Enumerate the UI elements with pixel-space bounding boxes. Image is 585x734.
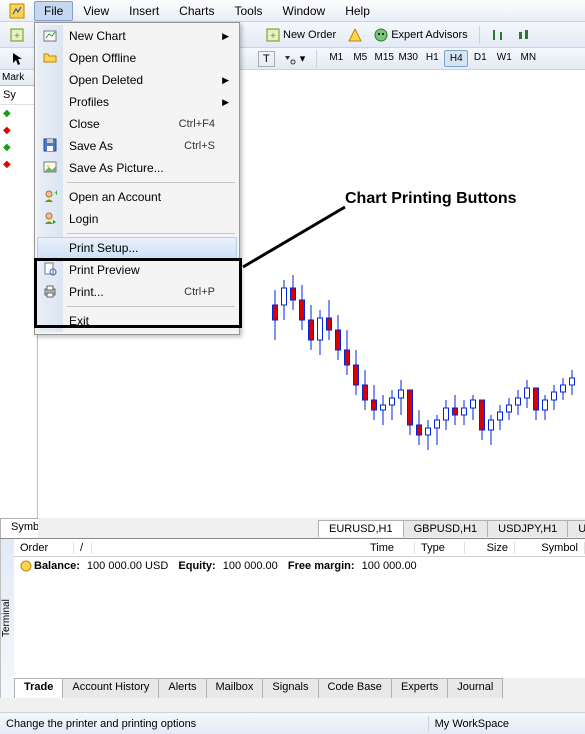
chart-icon [41, 28, 59, 45]
file-menu-dropdown: New Chart▶ Open Offline Open Deleted▶ Pr… [34, 22, 240, 335]
menu-open-account[interactable]: +Open an Account [37, 186, 237, 208]
col-size[interactable]: Size [465, 542, 515, 554]
svg-text:+: + [14, 31, 20, 42]
terminal-tab-signals[interactable]: Signals [262, 678, 318, 698]
col-type[interactable]: Type [415, 542, 465, 554]
new-order-button[interactable]: +New Order [262, 26, 340, 44]
candles-icon[interactable] [513, 26, 535, 44]
terminal-tab-journal[interactable]: Journal [447, 678, 503, 698]
picture-icon [41, 160, 59, 177]
annotation-arrow [240, 205, 350, 275]
col-sort[interactable]: / [74, 542, 92, 554]
menu-save-as[interactable]: Save AsCtrl+S [37, 135, 237, 157]
chart-tab[interactable]: GBPUSD,H1 [403, 520, 489, 537]
timeframe-H4[interactable]: H4 [444, 50, 468, 67]
arrow-up-icon: ◆ [3, 142, 11, 153]
chart-tab[interactable]: EURUSD,H1 [318, 520, 404, 537]
menu-print[interactable]: Print...Ctrl+P [37, 281, 237, 303]
login-icon [41, 211, 59, 228]
timeframe-H1[interactable]: H1 [420, 50, 444, 67]
statusbar: Change the printer and printing options … [0, 712, 585, 734]
market-watch-title: Mark [0, 70, 37, 86]
menu-save-as-picture[interactable]: Save As Picture... [37, 157, 237, 179]
timeframe-D1[interactable]: D1 [468, 50, 492, 67]
menu-close[interactable]: CloseCtrl+F4 [37, 113, 237, 135]
menu-tools[interactable]: Tools [225, 1, 273, 21]
timeframe-M15[interactable]: M15 [372, 50, 396, 67]
menu-new-chart[interactable]: New Chart▶ [37, 25, 237, 47]
preview-icon [41, 262, 59, 279]
menu-profiles[interactable]: Profiles▶ [37, 91, 237, 113]
menu-open-offline[interactable]: Open Offline [37, 47, 237, 69]
menu-print-preview[interactable]: Print Preview [37, 259, 237, 281]
status-message: Change the printer and printing options [6, 718, 196, 730]
cursor-icon[interactable] [8, 50, 28, 68]
menu-view[interactable]: View [73, 1, 119, 21]
symbol-row[interactable]: ◆ [0, 156, 37, 173]
terminal-tabs: TradeAccount HistoryAlertsMailboxSignals… [14, 678, 585, 698]
bars-icon[interactable] [487, 26, 509, 44]
symbol-col-header: Sy [0, 86, 37, 105]
menu-file[interactable]: File [34, 1, 73, 21]
menu-print-setup[interactable]: Print Setup... [37, 237, 237, 259]
terminal-tab-code-base[interactable]: Code Base [318, 678, 392, 698]
menu-window[interactable]: Window [273, 1, 336, 21]
symbol-row[interactable]: ◆ [0, 122, 37, 139]
arrow-up-icon: ◆ [3, 108, 11, 119]
menu-login[interactable]: Login [37, 208, 237, 230]
annotation-text: Chart Printing Buttons [345, 190, 517, 208]
menu-open-deleted[interactable]: Open Deleted▶ [37, 69, 237, 91]
dropdown-icon[interactable]: ▾ [279, 50, 310, 68]
timeframe-M5[interactable]: M5 [348, 50, 372, 67]
svg-text:+: + [54, 189, 57, 198]
market-watch-panel: Mark Sy ◆ ◆ ◆ ◆ Symbols Tick Chart [0, 70, 38, 538]
timeframe-W1[interactable]: W1 [492, 50, 516, 67]
coin-icon [20, 560, 32, 572]
terminal-label: Terminal [0, 539, 14, 698]
balance-row: Balance: 100 000.00 USD Equity: 100 000.… [14, 557, 585, 575]
arrow-down-icon: ◆ [3, 125, 11, 136]
print-icon [41, 284, 59, 301]
folder-icon [41, 50, 59, 67]
save-icon [41, 138, 59, 155]
toolbar-icon[interactable]: + [6, 26, 28, 44]
chart-tab[interactable]: USDCHF,H1 [567, 520, 585, 537]
text-icon[interactable]: T [258, 51, 275, 67]
user-add-icon: + [41, 189, 59, 206]
terminal-tab-account-history[interactable]: Account History [62, 678, 159, 698]
terminal-tab-alerts[interactable]: Alerts [158, 678, 206, 698]
expert-advisors-button[interactable]: Expert Advisors [370, 26, 471, 44]
terminal-header: Order / Time Type Size Symbol [14, 539, 585, 557]
col-order[interactable]: Order [14, 542, 74, 554]
menu-insert[interactable]: Insert [119, 1, 169, 21]
terminal-tab-mailbox[interactable]: Mailbox [206, 678, 264, 698]
menubar: FileViewInsertChartsToolsWindowHelp [0, 0, 585, 22]
symbol-row[interactable]: ◆ [0, 105, 37, 122]
alert-icon[interactable] [344, 26, 366, 44]
col-time[interactable]: Time [92, 542, 415, 554]
menu-charts[interactable]: Charts [169, 1, 224, 21]
menu-exit[interactable]: Exit [37, 310, 237, 332]
arrow-down-icon: ◆ [3, 159, 11, 170]
svg-text:+: + [270, 31, 276, 42]
workspace-name: My WorkSpace [435, 718, 509, 730]
app-logo-icon [8, 2, 26, 20]
chart-tab[interactable]: USDJPY,H1 [487, 520, 568, 537]
timeframe-M1[interactable]: M1 [324, 50, 348, 67]
timeframe-MN[interactable]: MN [516, 50, 540, 67]
menu-help[interactable]: Help [335, 1, 380, 21]
col-symbol[interactable]: Symbol [515, 542, 585, 554]
terminal-tab-experts[interactable]: Experts [391, 678, 448, 698]
terminal-panel: Terminal Order / Time Type Size Symbol B… [0, 538, 585, 698]
symbol-row[interactable]: ◆ [0, 139, 37, 156]
timeframe-M30[interactable]: M30 [396, 50, 420, 67]
chart-tabs: EURUSD,H1GBPUSD,H1USDJPY,H1USDCHF,H1AU [38, 518, 585, 538]
terminal-tab-trade[interactable]: Trade [14, 678, 63, 698]
